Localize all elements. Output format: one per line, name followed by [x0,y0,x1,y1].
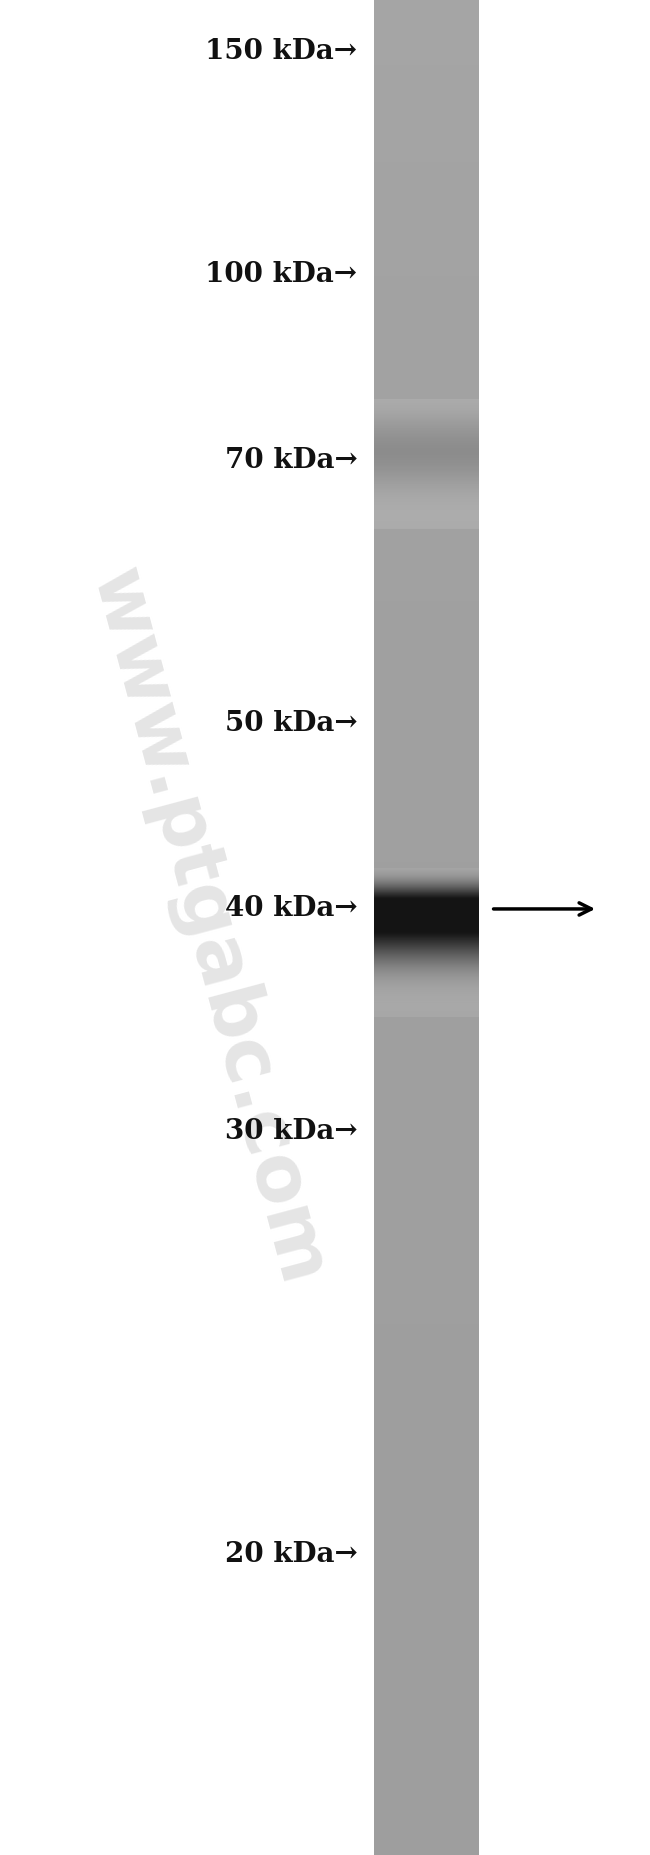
Text: 30 kDa→: 30 kDa→ [225,1119,358,1145]
Text: www.ptgabc.com: www.ptgabc.com [77,562,339,1293]
Text: 150 kDa→: 150 kDa→ [205,39,358,65]
Text: 20 kDa→: 20 kDa→ [225,1542,358,1567]
Text: 100 kDa→: 100 kDa→ [205,262,358,288]
Text: 40 kDa→: 40 kDa→ [225,896,358,922]
Text: 70 kDa→: 70 kDa→ [225,447,358,473]
Text: 50 kDa→: 50 kDa→ [225,710,358,736]
